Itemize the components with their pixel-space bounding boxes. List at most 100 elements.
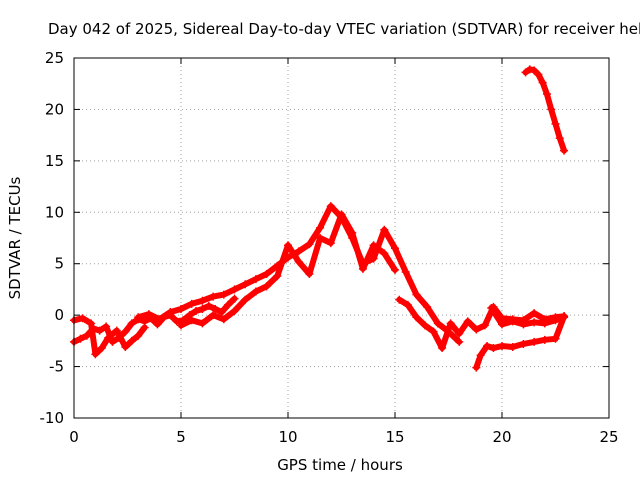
data-point (294, 247, 303, 256)
data-point (95, 326, 104, 335)
data-point (97, 344, 106, 353)
data-point (198, 319, 207, 328)
x-tick-label: 0 (69, 428, 79, 446)
data-point (241, 280, 250, 289)
data-point (219, 290, 228, 299)
x-axis-label: GPS time / hours (277, 456, 403, 474)
data-point (87, 319, 96, 328)
data-point (209, 311, 218, 320)
data-point (395, 295, 404, 304)
data-point (241, 295, 250, 304)
data-point (560, 313, 569, 322)
y-tick-label: 25 (45, 49, 64, 67)
data-point (519, 339, 528, 348)
y-tick-label: 20 (45, 100, 64, 118)
data-point (369, 254, 378, 263)
data-point (262, 282, 271, 291)
y-tick-label: 10 (45, 203, 64, 221)
data-point (540, 319, 549, 328)
data-point (198, 304, 207, 313)
data-point (538, 78, 547, 87)
data-point (219, 315, 228, 324)
y-tick-label: 0 (54, 306, 64, 324)
data-point (463, 317, 472, 326)
data-point (472, 325, 481, 334)
series-7 (487, 303, 569, 329)
data-point (521, 68, 530, 77)
data-point (525, 65, 534, 74)
chart-title: Day 042 of 2025, Sidereal Day-to-day VTE… (48, 20, 640, 38)
data-point (172, 317, 181, 326)
data-point (121, 327, 130, 336)
data-point (476, 351, 485, 360)
data-point (102, 322, 111, 331)
data-point (487, 303, 496, 312)
data-point (489, 344, 498, 353)
data-point (230, 285, 239, 294)
axis-ticks: 0 5 10 15 20 25 -10 -5 0 5 10 15 20 25 (40, 49, 619, 446)
data-point (337, 210, 346, 219)
data-point (542, 90, 551, 98)
data-point (391, 244, 399, 253)
x-tick-label: 25 (599, 428, 618, 446)
series-8 (521, 65, 569, 155)
data-point (412, 290, 421, 299)
data-point (316, 234, 325, 242)
data-point (551, 334, 560, 343)
data-point (230, 307, 239, 316)
data-point (420, 321, 429, 330)
data-series (70, 65, 569, 372)
x-tick-label: 10 (278, 428, 297, 446)
data-point (127, 336, 136, 345)
data-point (412, 313, 421, 322)
x-tick-label: 20 (492, 428, 511, 446)
data-point (91, 350, 100, 359)
data-point (348, 228, 357, 237)
data-point (530, 318, 539, 327)
y-tick-label: 15 (45, 152, 64, 170)
data-point (551, 316, 560, 325)
data-point (153, 320, 162, 329)
data-point (211, 304, 220, 313)
y-tick-label: 5 (54, 255, 64, 273)
x-tick-label: 15 (385, 428, 404, 446)
data-point (121, 343, 130, 352)
data-point (108, 337, 117, 346)
data-point (166, 308, 175, 317)
y-axis-label: SDTVAR / TECUs (6, 176, 24, 299)
data-point (82, 331, 91, 340)
series-4 (177, 210, 399, 330)
data-point (134, 331, 143, 340)
data-point (555, 134, 564, 143)
data-point (446, 319, 455, 328)
data-point (305, 270, 314, 278)
data-point (273, 272, 282, 281)
data-point (204, 301, 213, 310)
data-point (230, 294, 239, 303)
data-point (480, 321, 489, 330)
data-point (358, 264, 367, 273)
series-2 (70, 314, 149, 359)
data-point (508, 343, 517, 352)
data-point (547, 105, 556, 114)
data-point (217, 308, 226, 317)
data-point (472, 363, 481, 372)
data-point (187, 316, 196, 325)
data-point (155, 315, 164, 324)
data-point (540, 335, 549, 344)
data-point (76, 334, 85, 343)
data-point (508, 317, 517, 326)
data-point (187, 299, 196, 308)
data-point (316, 223, 325, 232)
data-point (429, 327, 438, 336)
data-point (185, 311, 194, 320)
data-point (530, 66, 539, 75)
data-point (380, 225, 389, 234)
data-point (78, 314, 87, 323)
data-point (483, 342, 492, 350)
x-tick-label: 5 (176, 428, 186, 446)
data-point (551, 119, 560, 128)
data-point (498, 342, 506, 350)
data-point (127, 319, 136, 328)
